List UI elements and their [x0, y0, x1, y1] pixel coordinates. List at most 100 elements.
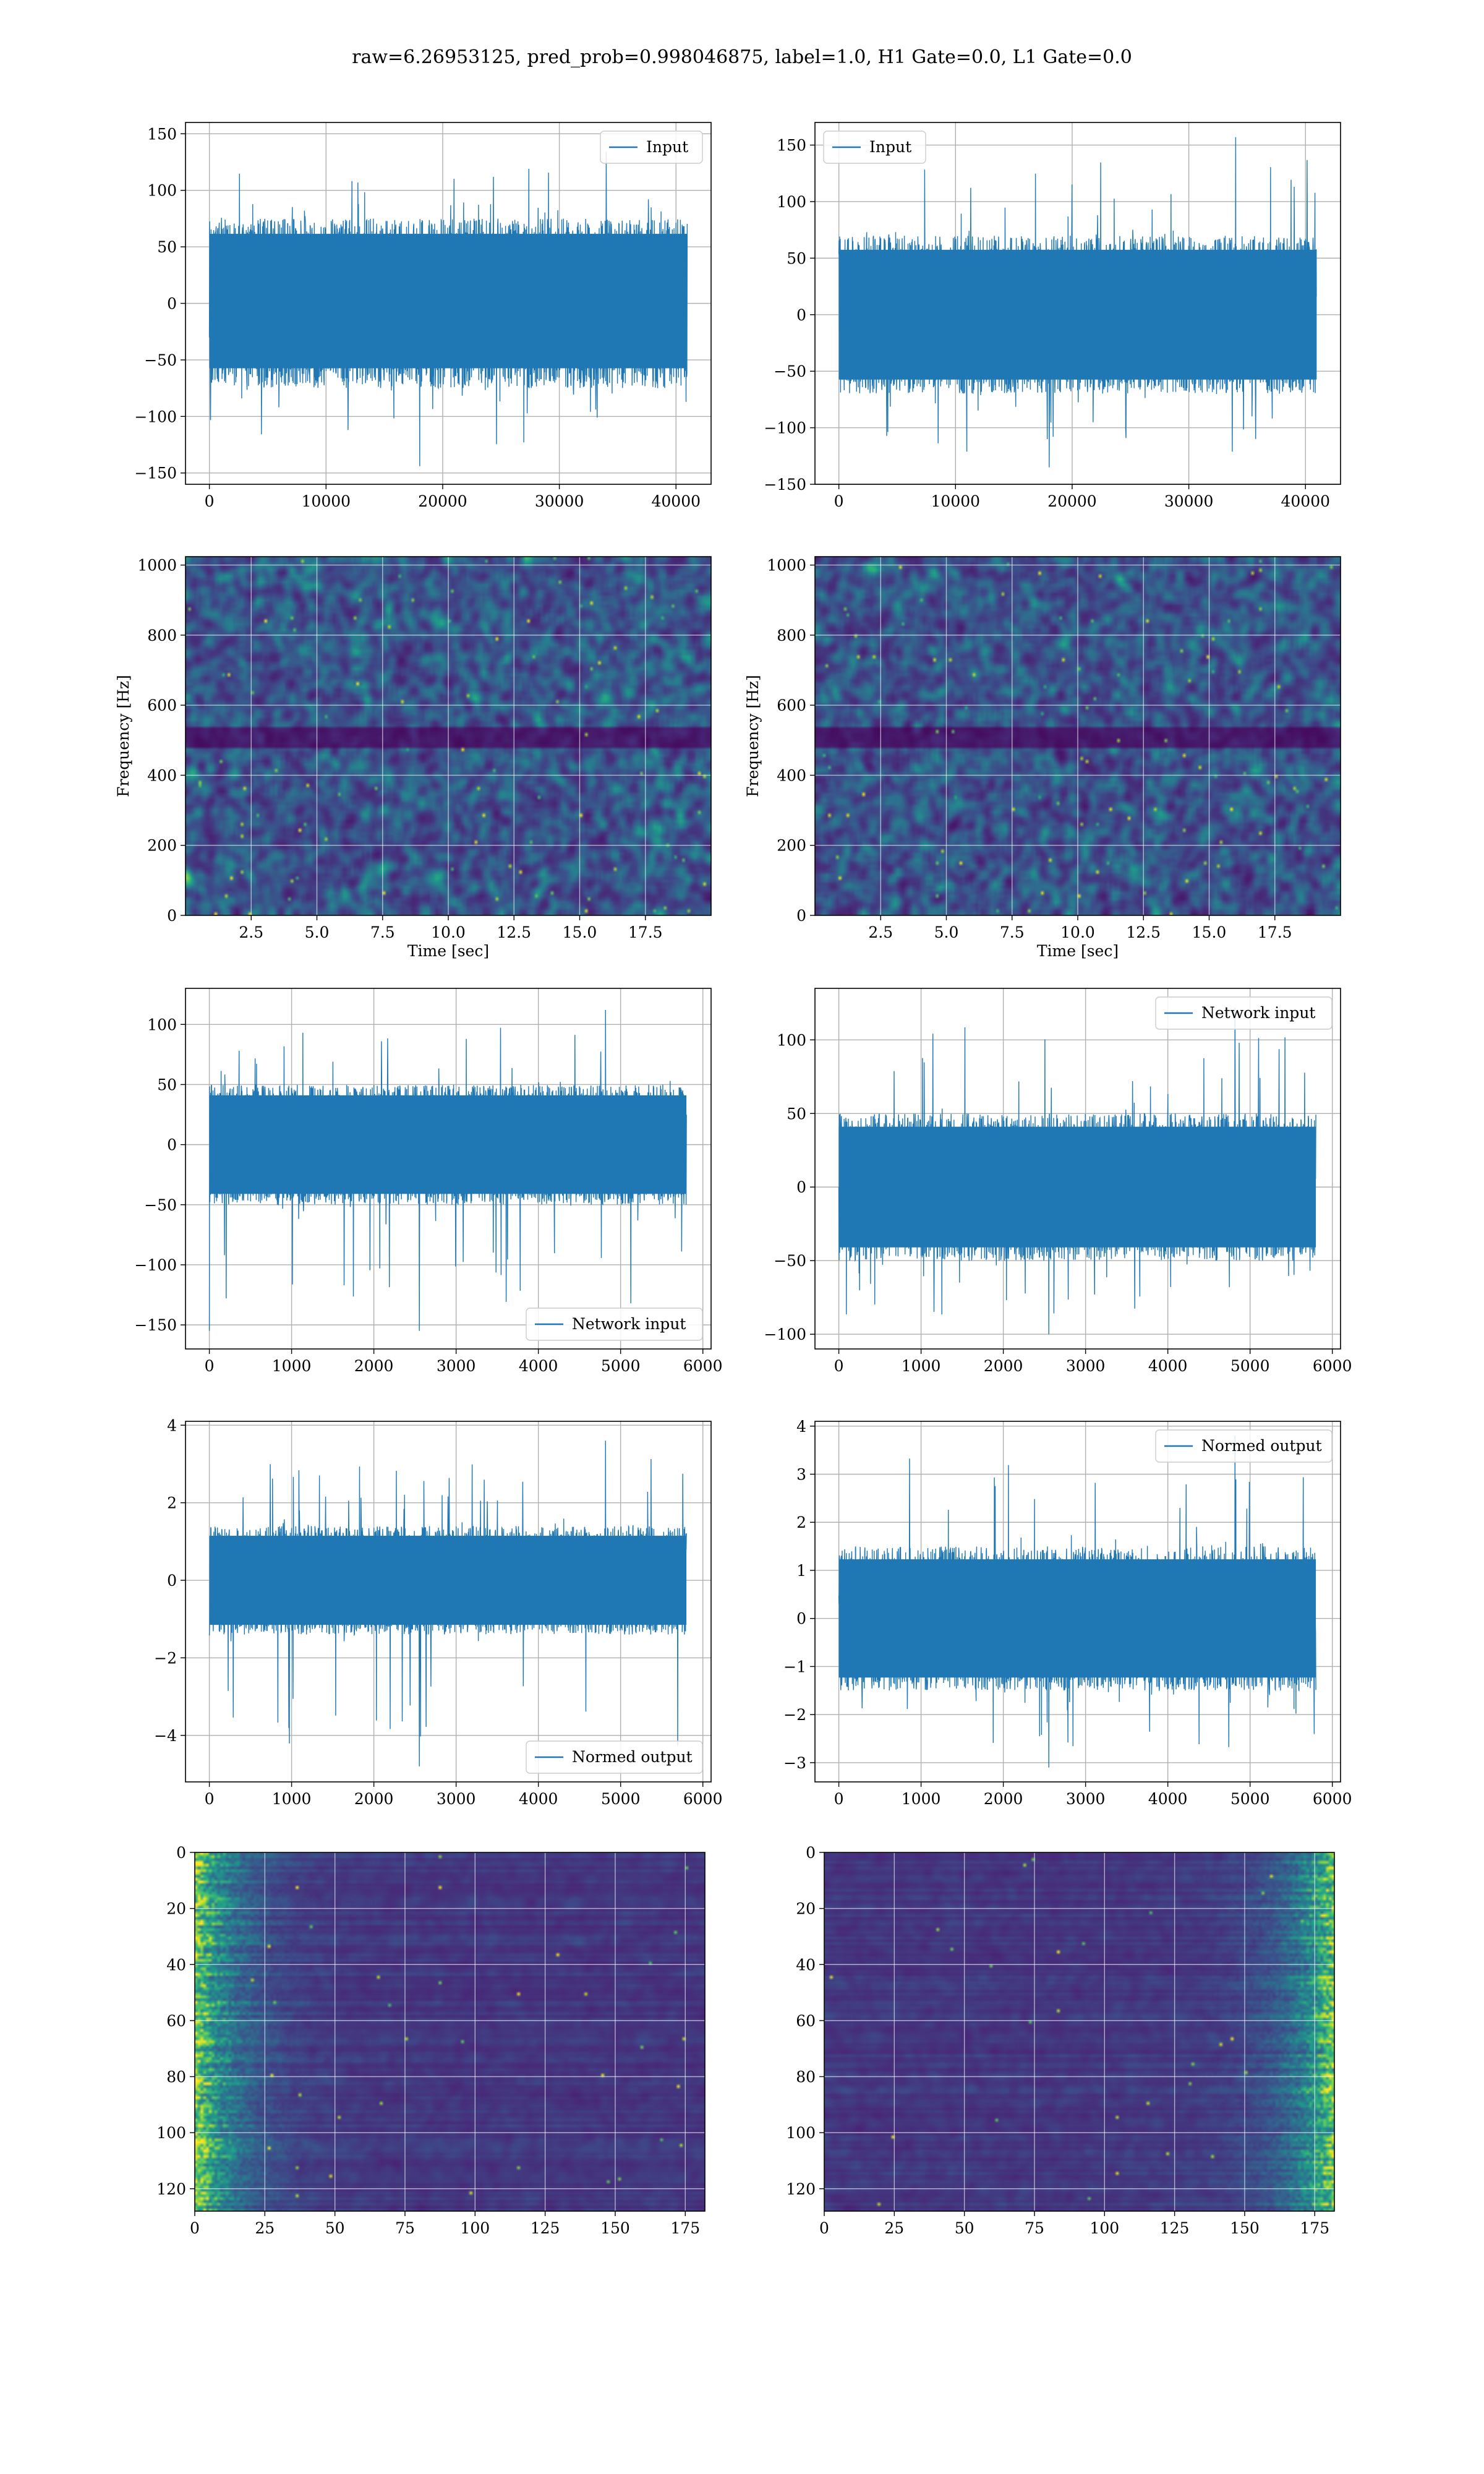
y-tick-label: 40 — [796, 1956, 816, 1974]
legend: Normed output — [526, 1740, 703, 1774]
legend: Normed output — [1155, 1429, 1333, 1463]
x-tick-label: 7.5 — [370, 923, 395, 941]
x-tick-label: 150 — [600, 2219, 630, 2237]
y-tick-label: 400 — [777, 766, 806, 784]
y-tick-label: 40 — [166, 1956, 186, 1974]
legend-label: Input — [646, 138, 688, 156]
chart-h1-normed-output: 0 1000 2000 3000 4000 5000 6000 −4 −2 0 2 4 Normed o… — [154, 1416, 722, 1808]
x-tick-label: 15.0 — [1192, 923, 1227, 941]
x-tick-label: 100 — [460, 2219, 490, 2237]
y-tick-label: 60 — [796, 2012, 816, 2030]
y-tick-label: 1000 — [137, 557, 177, 575]
y-tick-label: −100 — [134, 1256, 177, 1274]
series-core-band — [209, 1095, 687, 1194]
x-tick-label: 5.0 — [305, 923, 330, 941]
x-tick-label: 6000 — [683, 1790, 723, 1808]
x-tick-label: 5.0 — [934, 923, 959, 941]
x-tick-label: 17.5 — [628, 923, 663, 941]
y-tick-label: −50 — [144, 351, 177, 369]
x-tick-label: 1000 — [902, 1790, 941, 1808]
x-tick-label: 50 — [955, 2219, 974, 2237]
x-tick-label: 125 — [1160, 2219, 1190, 2237]
x-tick-label: 7.5 — [1000, 923, 1025, 941]
y-axis-label: Frequency [Hz] — [114, 675, 132, 797]
x-tick-label: 12.5 — [1126, 923, 1161, 941]
y-tick-label: 60 — [166, 2012, 186, 2030]
x-tick-label: 2.5 — [239, 923, 263, 941]
x-tick-label: 5000 — [601, 1790, 641, 1808]
x-tick-label: 6000 — [1313, 1790, 1352, 1808]
legend: Network input — [526, 1308, 703, 1341]
x-tick-label: 1000 — [272, 1357, 312, 1375]
series-core-band — [838, 1559, 1316, 1678]
y-tick-label: 0 — [167, 295, 177, 313]
y-tick-label: −50 — [144, 1196, 177, 1214]
y-tick-label: 50 — [787, 1105, 806, 1123]
y-tick-label: 3 — [796, 1466, 806, 1484]
x-tick-label: 175 — [1300, 2219, 1329, 2237]
legend-box — [1155, 1429, 1333, 1463]
x-tick-label: 25 — [884, 2219, 904, 2237]
y-tick-label: −2 — [783, 1706, 806, 1724]
x-tick-label: 6000 — [1313, 1357, 1352, 1375]
y-tick-label: 100 — [147, 182, 177, 200]
axes-frame — [814, 988, 1341, 1350]
axes-frame — [185, 988, 712, 1350]
axes-frame — [824, 1852, 1335, 2212]
y-tick-label: 100 — [777, 193, 806, 211]
y-tick-label: 0 — [796, 306, 806, 324]
x-tick-label: 100 — [1090, 2219, 1119, 2237]
y-axis-label: Frequency [Hz] — [744, 675, 762, 797]
x-tick-label: 5000 — [1230, 1357, 1270, 1375]
y-tick-label: 50 — [157, 238, 177, 256]
x-tick-label: 2000 — [984, 1357, 1023, 1375]
legend-label: Network input — [1201, 1004, 1315, 1022]
x-tick-label: 5000 — [601, 1357, 641, 1375]
x-tick-label: 10000 — [302, 492, 351, 510]
x-tick-label: 10.0 — [1060, 923, 1095, 941]
chart-l1-input: 0 10000 20000 30000 40000 −150 −100 −50 0 50 100 15… — [764, 122, 1341, 510]
x-tick-label: 40000 — [1281, 492, 1330, 510]
chart-h1-spectrogram: 2.5 5.0 7.5 10.0 12.5 15.0 17.5 0 200 400 600 800 10… — [114, 556, 712, 960]
legend-label: Network input — [572, 1315, 686, 1333]
y-tick-label: 600 — [147, 696, 177, 714]
legend-box — [1155, 996, 1333, 1030]
y-tick-label: 0 — [167, 907, 177, 925]
y-tick-label: 400 — [147, 766, 177, 784]
y-tick-label: 20 — [796, 1900, 816, 1918]
y-tick-label: −100 — [764, 419, 806, 437]
x-tick-label: 0 — [834, 1790, 844, 1808]
figure-title: raw=6.26953125, pred_prob=0.998046875, l… — [352, 46, 1132, 68]
x-tick-label: 0 — [190, 2219, 200, 2237]
y-tick-label: 120 — [156, 2180, 186, 2198]
y-tick-label: 100 — [156, 2124, 186, 2142]
x-tick-label: 0 — [819, 2219, 829, 2237]
axes-frame — [814, 1421, 1341, 1783]
x-tick-label: 4000 — [519, 1357, 558, 1375]
y-tick-label: 1000 — [767, 557, 806, 575]
legend-box — [823, 131, 926, 164]
axes-frame — [185, 1421, 712, 1783]
x-tick-label: 6000 — [683, 1357, 723, 1375]
x-tick-label: 5000 — [1230, 1790, 1270, 1808]
y-tick-label: 150 — [777, 137, 806, 155]
x-tick-label: 3000 — [1066, 1357, 1106, 1375]
x-tick-label: 2000 — [354, 1790, 394, 1808]
x-tick-label: 3000 — [1066, 1790, 1106, 1808]
x-tick-label: 10000 — [931, 492, 981, 510]
y-tick-label: 120 — [786, 2180, 816, 2198]
series-core-band — [209, 234, 688, 369]
legend: Input — [600, 131, 703, 164]
y-tick-label: 0 — [176, 1844, 186, 1862]
y-tick-label: 600 — [777, 696, 806, 714]
x-tick-label: 0 — [205, 1357, 215, 1375]
x-tick-label: 25 — [255, 2219, 275, 2237]
series-core-band — [209, 1536, 687, 1625]
series-line — [208, 1440, 687, 1766]
x-tick-label: 150 — [1230, 2219, 1260, 2237]
y-tick-label: −50 — [774, 362, 806, 380]
y-tick-label: −2 — [154, 1649, 177, 1667]
y-tick-label: 0 — [796, 1610, 806, 1628]
chart-l1-network-input: 0 1000 2000 3000 4000 5000 6000 −100 −50 0 50 100 Ne… — [764, 988, 1352, 1375]
